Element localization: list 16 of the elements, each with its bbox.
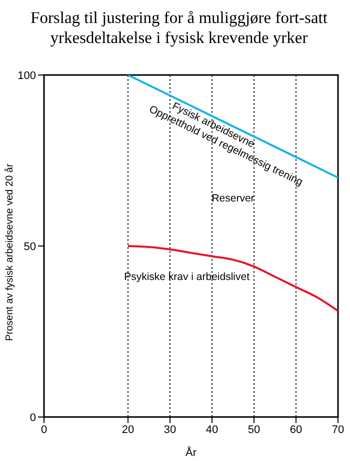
- x-axis-title: År: [186, 446, 197, 459]
- line-series: [127, 245, 338, 312]
- x-tick-label: 50: [248, 424, 260, 436]
- x-tick-label: 30: [164, 424, 176, 436]
- x-tick-label: 60: [290, 424, 302, 436]
- y-tick-label: 100: [18, 70, 36, 82]
- x-tick-label: 20: [122, 424, 134, 436]
- x-tick-label: 70: [332, 424, 344, 436]
- y-tick-label: 0: [30, 412, 36, 424]
- x-tick-label: 40: [206, 424, 218, 436]
- series-label: Psykiske krav i arbeidslivet: [124, 271, 250, 284]
- annotation: Reserver: [212, 192, 255, 205]
- x-tick-label: 0: [40, 424, 48, 436]
- y-axis-title: Prosent av fysisk arbeidsevne ved 20 år: [4, 163, 16, 341]
- chart-title: Forslag til justering for å muliggjøre fort-satt yrkesdeltakelse i fysisk krevende yrker: [30, 8, 328, 48]
- y-tick-label: 50: [24, 240, 36, 253]
